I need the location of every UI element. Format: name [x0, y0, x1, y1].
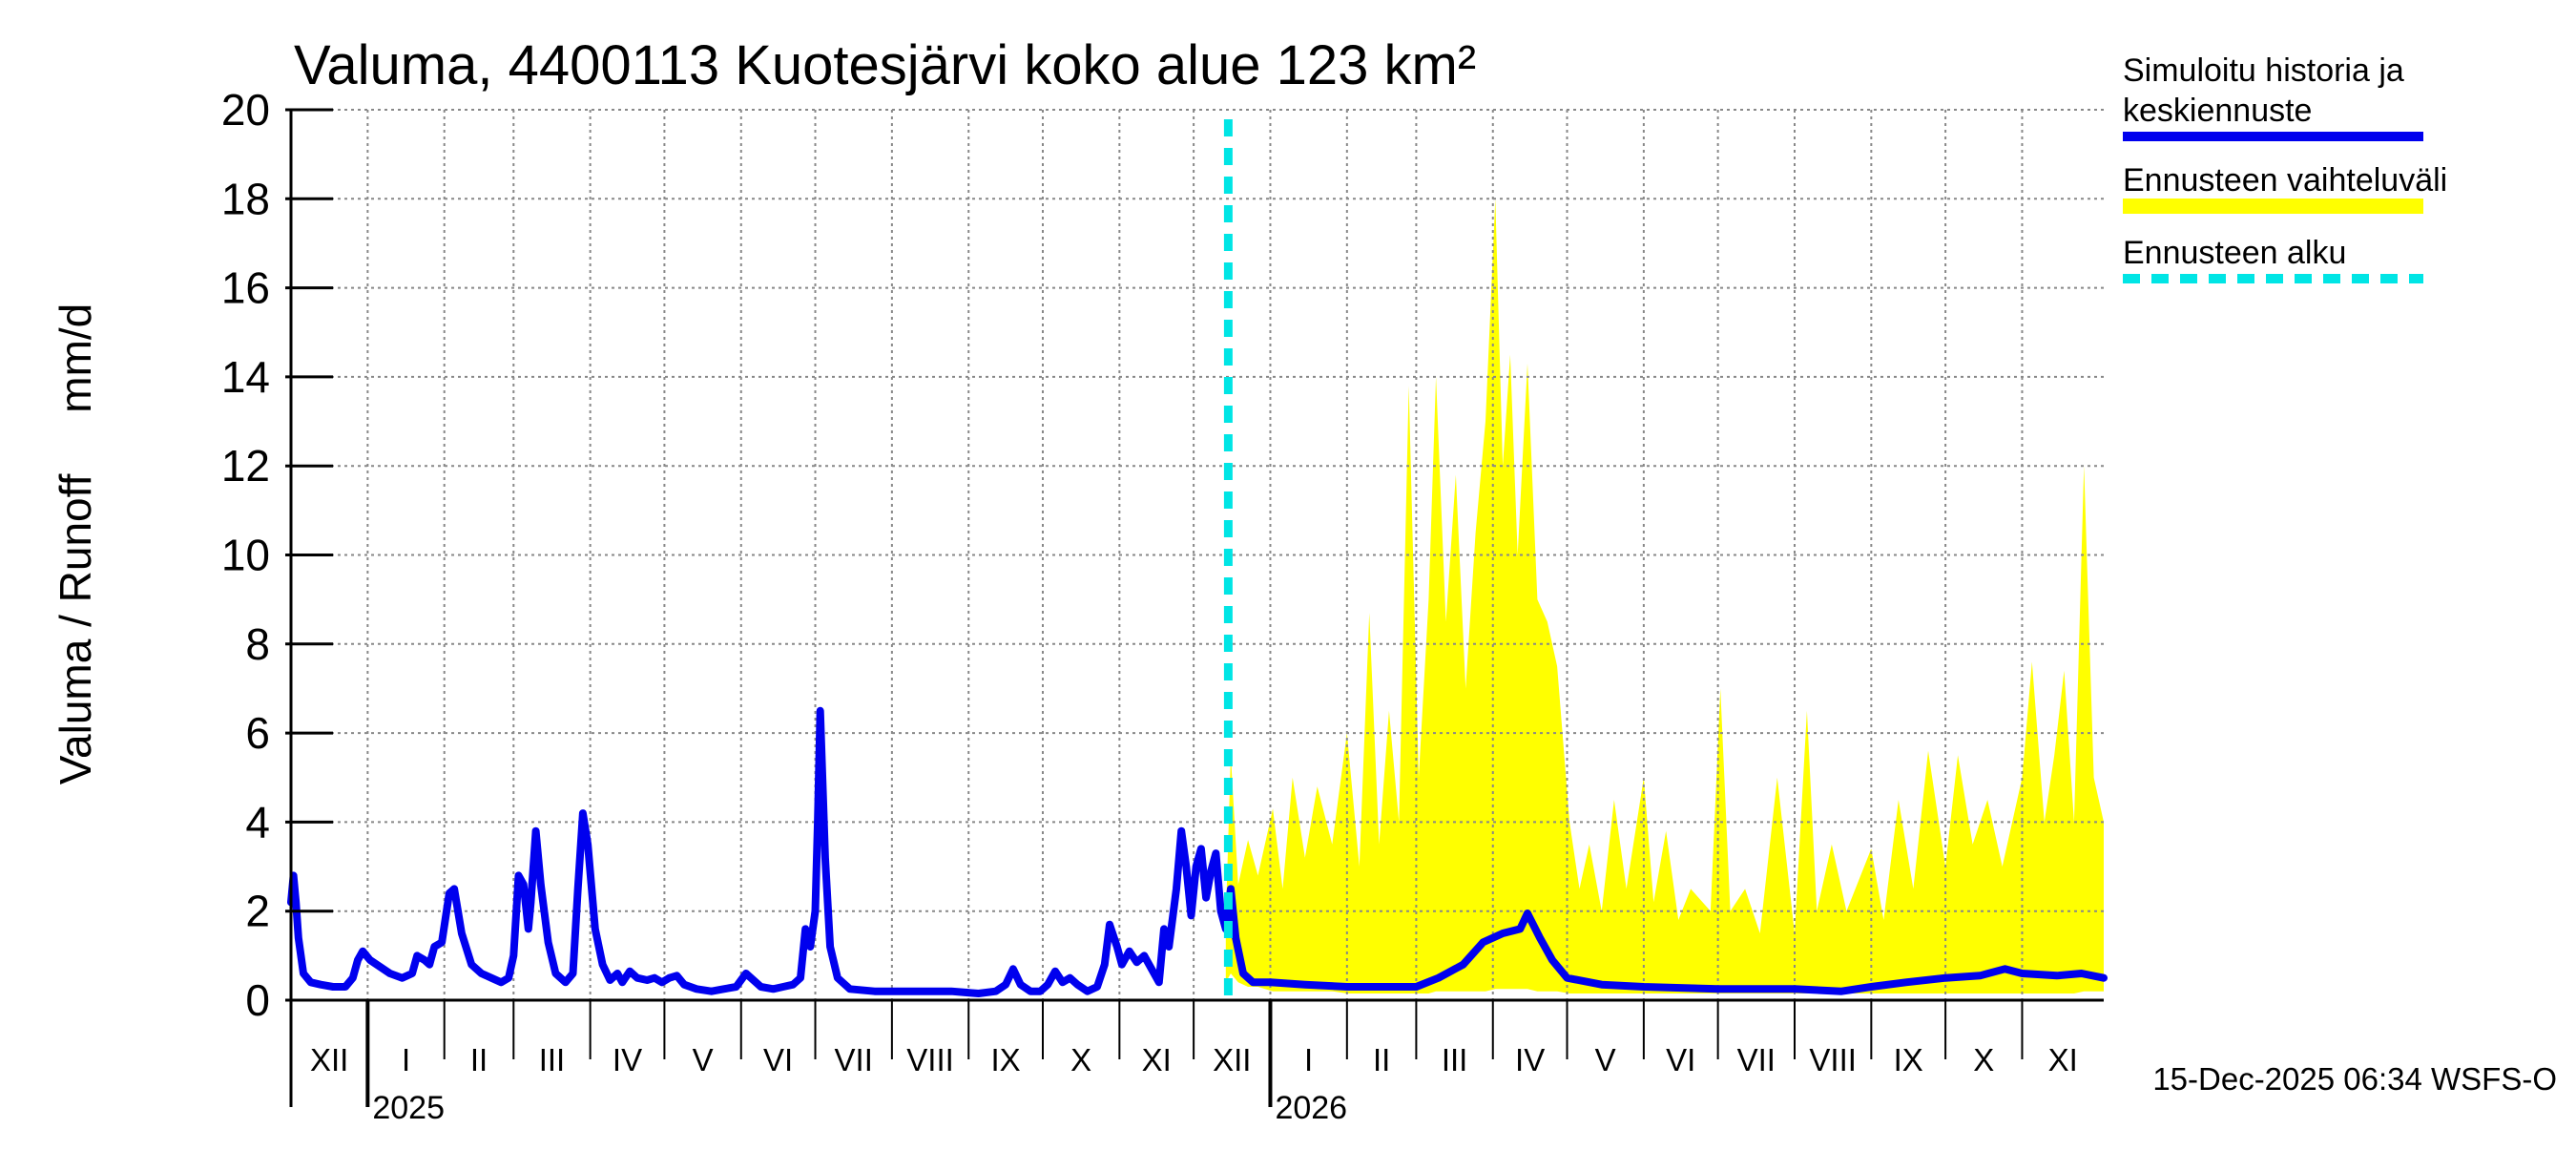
- month-label: II: [1373, 1042, 1390, 1077]
- y-tick-label: 0: [245, 975, 270, 1025]
- y-tick-label: 10: [221, 531, 270, 580]
- legend-swatch-range: [2123, 199, 2423, 214]
- y-tick-label: 4: [245, 797, 270, 847]
- y-tick-label: 16: [221, 263, 270, 313]
- month-label: V: [1595, 1042, 1616, 1077]
- y-tick-label: 2: [245, 887, 270, 936]
- month-label: XI: [1142, 1042, 1172, 1077]
- month-label: IX: [1894, 1042, 1923, 1077]
- legend-label-simulated-line2: keskiennuste: [2123, 93, 2312, 129]
- month-label: VIII: [906, 1042, 954, 1077]
- month-label: X: [1070, 1042, 1091, 1077]
- y-axis-label: Valuma / Runoff mm/d: [51, 303, 100, 785]
- simulated-runoff-line: [287, 706, 2108, 997]
- year-label: 2025: [372, 1090, 445, 1126]
- legend-label-simulated: Simuloitu historia ja: [2123, 52, 2404, 89]
- month-label: XI: [2048, 1042, 2078, 1077]
- y-tick-label: 14: [221, 352, 270, 402]
- month-label: I: [1304, 1042, 1313, 1077]
- y-tick-label: 20: [221, 85, 270, 135]
- month-label: IV: [1515, 1042, 1545, 1077]
- timestamp-footer: 15-Dec-2025 06:34 WSFS-O: [2152, 1061, 2557, 1097]
- forecast-range-band: [1225, 199, 2104, 994]
- month-label: III: [539, 1042, 566, 1077]
- month-label: III: [1442, 1042, 1468, 1077]
- month-label: V: [693, 1042, 714, 1077]
- labels-layer: Valuma, 4400113 Kuotesjärvi koko alue 12…: [51, 34, 2557, 1097]
- month-label: VI: [1666, 1042, 1695, 1077]
- forecast-range-layer: [1225, 199, 2104, 994]
- y-tick-label: 12: [221, 441, 270, 491]
- month-label: VII: [835, 1042, 873, 1077]
- month-label: X: [1973, 1042, 1994, 1077]
- month-label: I: [402, 1042, 410, 1077]
- y-tick-label: 8: [245, 619, 270, 669]
- chart-title: Valuma, 4400113 Kuotesjärvi koko alue 12…: [294, 34, 1476, 96]
- legend-label-range: Ennusteen vaihteluväli: [2123, 162, 2447, 199]
- month-label: VIII: [1809, 1042, 1857, 1077]
- year-label: 2026: [1275, 1090, 1347, 1126]
- month-label: XII: [310, 1042, 348, 1077]
- month-label: II: [470, 1042, 488, 1077]
- legend-label-forecast-start: Ennusteen alku: [2123, 235, 2346, 271]
- simulated-series-layer: [287, 706, 2108, 997]
- month-label: XII: [1213, 1042, 1251, 1077]
- legend: Simuloitu historia ja keskiennuste Ennus…: [2123, 52, 2447, 283]
- month-label: IX: [991, 1042, 1021, 1077]
- month-label: IV: [613, 1042, 642, 1077]
- y-tick-label: 6: [245, 708, 270, 758]
- month-label: VII: [1737, 1042, 1776, 1077]
- y-tick-label: 18: [221, 174, 270, 223]
- month-label: VI: [763, 1042, 793, 1077]
